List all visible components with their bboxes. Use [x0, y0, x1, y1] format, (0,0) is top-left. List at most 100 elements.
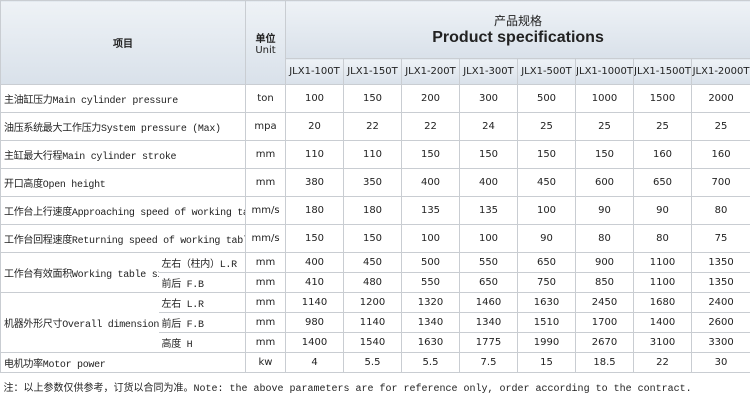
- value-cell: 300: [459, 84, 518, 113]
- value-cell: 22: [343, 112, 402, 141]
- unit-cell: mm/s: [245, 196, 286, 225]
- value-cell: 20: [285, 112, 344, 141]
- value-cell: 3100: [633, 332, 692, 353]
- value-cell: 5.5: [401, 352, 460, 373]
- value-cell: 1400: [633, 312, 692, 333]
- value-cell: 1140: [343, 312, 402, 333]
- value-cell: 150: [343, 84, 402, 113]
- value-cell: 1460: [459, 292, 518, 313]
- value-cell: 7.5: [459, 352, 518, 373]
- value-cell: 135: [459, 196, 518, 225]
- value-cell: 150: [459, 140, 518, 169]
- group-label: 机器外形尺寸Overall dimension: [0, 292, 159, 353]
- header-row: 项目 单位 Unit 产品规格 Product specifications: [0, 0, 750, 85]
- value-cell: 150: [343, 224, 402, 253]
- value-cell: 380: [285, 168, 344, 197]
- note: 注：以上参数仅供参考，订货以合同为准。Note: the above param…: [3, 383, 692, 395]
- value-cell: 2400: [690, 292, 750, 313]
- value-cell: 410: [285, 272, 344, 293]
- value-cell: 150: [517, 140, 576, 169]
- sub-row: 前后 F.B mm 410 480 550 650 750 850 1100 1350: [1, 272, 750, 293]
- value-cell: 2670: [575, 332, 634, 353]
- sub-row: 前后 F.B mm 980 1140 1340 1340 1510 1700 1400 2600: [1, 312, 750, 333]
- sub-label: 左右（柱内）L.R: [158, 252, 246, 273]
- value-cell: 1340: [459, 312, 518, 333]
- value-cell: 150: [401, 140, 460, 169]
- value-cell: 1400: [285, 332, 344, 353]
- value-cell: 500: [517, 84, 576, 113]
- value-cell: 100: [285, 84, 344, 113]
- value-cell: 500: [401, 252, 460, 273]
- sub-label: 前后 F.B: [158, 272, 246, 293]
- unit-cell: mm: [245, 332, 286, 353]
- value-cell: 5.5: [343, 352, 402, 373]
- model-header: JLX1-1500T: [633, 58, 692, 85]
- value-cell: 550: [401, 272, 460, 293]
- sub-label: 前后 F.B: [158, 312, 246, 333]
- unit-cell: mm: [245, 168, 286, 197]
- value-cell: 30: [690, 352, 750, 373]
- value-cell: 25: [690, 112, 750, 141]
- value-cell: 25: [575, 112, 634, 141]
- value-cell: 1700: [575, 312, 634, 333]
- value-cell: 450: [343, 252, 402, 273]
- value-cell: 180: [285, 196, 344, 225]
- value-cell: 150: [285, 224, 344, 253]
- value-cell: 980: [285, 312, 344, 333]
- value-cell: 24: [459, 112, 518, 141]
- data-row: 油压系统最大工作压力System pressure (Max) mpa 20 22 22…: [0, 112, 750, 141]
- title-en: Product specifications: [432, 29, 604, 46]
- data-row: 主缸最大行程Main cylinder stroke mm 110 110 150 150…: [0, 140, 750, 169]
- value-cell: 400: [285, 252, 344, 273]
- value-cell: 25: [517, 112, 576, 141]
- value-cell: 90: [575, 196, 634, 225]
- value-cell: 400: [401, 168, 460, 197]
- unit-en: Unit: [255, 44, 276, 56]
- unit-cell: mm: [245, 272, 286, 293]
- value-cell: 135: [401, 196, 460, 225]
- value-cell: 2600: [690, 312, 750, 333]
- value-cell: 200: [401, 84, 460, 113]
- value-cell: 1000: [575, 84, 634, 113]
- value-cell: 2450: [575, 292, 634, 313]
- value-cell: 750: [517, 272, 576, 293]
- unit-cell: mm: [245, 252, 286, 273]
- value-cell: 700: [690, 168, 750, 197]
- value-cell: 1350: [690, 272, 750, 293]
- value-cell: 2000: [690, 84, 750, 113]
- value-cell: 100: [401, 224, 460, 253]
- value-cell: 160: [690, 140, 750, 169]
- unit-cell: mm: [245, 312, 286, 333]
- value-cell: 15: [517, 352, 576, 373]
- value-cell: 600: [575, 168, 634, 197]
- value-cell: 1680: [633, 292, 692, 313]
- data-row: 主油缸压力Main cylinder pressure ton 100 150 200 3…: [0, 84, 750, 113]
- value-cell: 1510: [517, 312, 576, 333]
- value-cell: 480: [343, 272, 402, 293]
- value-cell: 90: [633, 196, 692, 225]
- sub-label: 左右 L.R: [158, 292, 246, 313]
- unit-cn: 单位: [255, 33, 276, 45]
- value-cell: 650: [633, 168, 692, 197]
- value-cell: 22: [401, 112, 460, 141]
- unit-cell: mm/s: [245, 224, 286, 253]
- model-header: JLX1-200T: [401, 58, 460, 85]
- group-label: 工作台有效面积Working table size: [0, 252, 159, 293]
- value-cell: 1540: [343, 332, 402, 353]
- value-cell: 400: [459, 168, 518, 197]
- data-row: 工作台上行速度Approaching speed of working tabl…: [0, 196, 750, 225]
- row-label: 油压系统最大工作压力System pressure (Max): [0, 112, 246, 141]
- value-cell: 3300: [690, 332, 750, 353]
- value-cell: 1775: [459, 332, 518, 353]
- row-label: 工作台回程速度Returning speed of working table: [0, 224, 246, 253]
- value-cell: 180: [343, 196, 402, 225]
- value-cell: 25: [633, 112, 692, 141]
- model-header: JLX1-150T: [343, 58, 402, 85]
- unit-cell: mpa: [245, 112, 286, 141]
- value-cell: 80: [690, 196, 750, 225]
- value-cell: 1340: [401, 312, 460, 333]
- value-cell: 1100: [633, 272, 692, 293]
- value-cell: 75: [690, 224, 750, 253]
- value-cell: 1350: [690, 252, 750, 273]
